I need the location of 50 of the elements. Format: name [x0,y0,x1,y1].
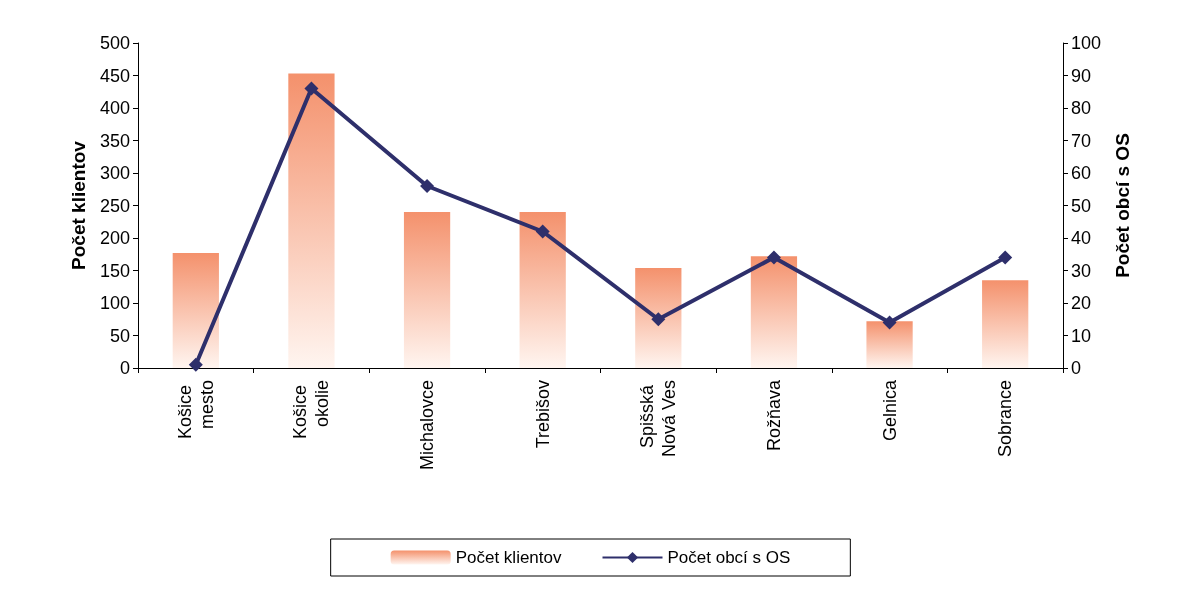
y-tick-label: 350 [99,130,130,151]
point [882,315,897,330]
bar [172,252,219,368]
point [651,312,666,327]
y2-tick-label: 0 [1071,358,1082,378]
y2-tick-label: 90 [1071,65,1092,86]
y2-tick-label: 100 [1071,33,1102,53]
point [420,179,435,193]
x-tick-label: Sobrance [995,380,1016,458]
x-tick-label: Trebišov [532,380,553,449]
y2-tick-label: 50 [1071,195,1092,216]
point [766,250,781,265]
y-tick-label: 400 [99,98,130,118]
y2-tick-label: 80 [1071,98,1092,118]
bar [866,321,913,368]
bar [519,212,566,368]
x-tick-label: Michalovce [417,380,438,471]
bar [288,73,335,368]
y-tick-label: 250 [99,195,130,216]
y2-tick-label: 40 [1071,228,1092,248]
y-tick-label: 50 [109,325,130,346]
y-tick-label: 150 [99,260,130,281]
x-tick-label: Spišská Nová Ves [637,380,680,458]
legend-label: Počet obcí s OS [667,548,791,567]
y2-tick-label: 10 [1071,325,1092,346]
bar [635,267,682,368]
y2-tick-label: 70 [1071,130,1092,151]
y2-tick-label: 60 [1071,163,1092,183]
x-tick-label: Rožňava [763,379,784,452]
y-tick-label: 300 [99,163,130,183]
point [304,81,319,96]
y2-tick-label: 20 [1071,293,1092,313]
y-tick-label: 500 [99,33,130,53]
y2-axis-title: Počet obcí s OS [1112,133,1133,278]
y-tick-label: 0 [119,358,130,378]
x-tick-label: Gelnica [879,379,900,442]
point [998,250,1013,265]
bar [982,280,1029,368]
y2-tick-label: 30 [1071,260,1092,281]
y-tick-label: 200 [99,228,130,248]
point [535,224,550,239]
y-axis-title: Počet klientov [68,140,89,270]
bar [403,212,451,368]
legend-label: Počet klientov [455,548,562,567]
x-tick-label: Košice mesto [174,380,217,440]
x-tick-label: Košice okolie [290,380,333,440]
point [188,357,203,372]
y-tick-label: 450 [99,65,130,86]
bar [750,256,798,368]
y-tick-label: 100 [99,293,130,313]
